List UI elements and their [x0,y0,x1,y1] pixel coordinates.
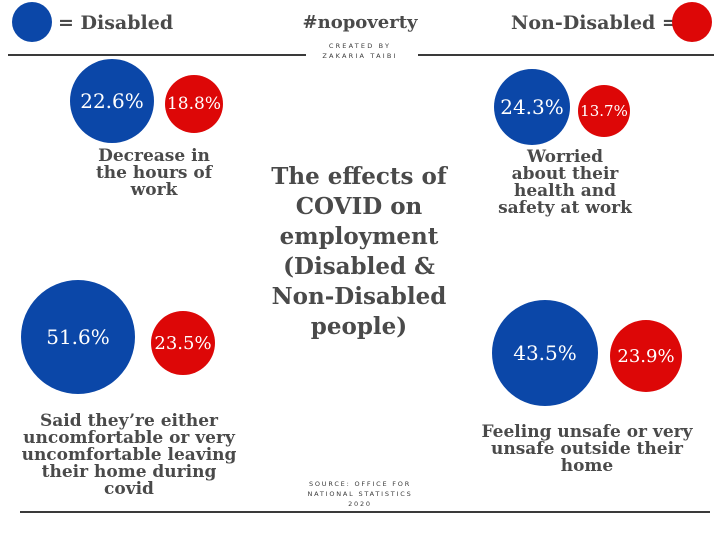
disabled-bubble: 43.5% [492,300,598,406]
caption-line: Feeling unsafe or very [481,422,693,442]
title-line: Non-Disabled [271,283,447,310]
caption-line: their home during [41,462,217,482]
bubble-caption: Feeling unsafe or very unsafe outside the… [437,424,720,475]
non-disabled-legend-label: Non-Disabled = [511,12,678,34]
caption-line: Decrease in [98,146,210,166]
caption-line: home [560,456,614,476]
source-line: SOURCE: OFFICE FOR [308,480,412,488]
non-disabled-bubble: 18.8% [165,75,223,133]
title-line: COVID on [295,193,423,220]
disabled-bubble: 51.6% [21,280,135,394]
bubble-caption: Said they’re either uncomfortable or very… [0,413,279,498]
hashtag: #nopoverty [302,12,418,33]
non-disabled-bubble: 23.9% [610,320,682,392]
top-rule-right [418,54,714,56]
title-line: people) [310,313,408,340]
disabled-legend-label: = Disabled [58,12,174,34]
bubble-caption: Worried about their health and safety at wo… [415,149,715,217]
bubble-caption: Decrease in the hours of work [4,148,304,199]
disabled-bubble: 22.6% [70,59,154,143]
credit: CREATED BY ZAKARIA TAIBI [260,41,460,61]
source-line: NATIONAL STATISTICS [307,490,413,498]
caption-line: uncomfortable leaving [21,445,237,465]
disabled-bubble: 24.3% [494,69,570,145]
bottom-rule [20,511,710,513]
caption-line: covid [104,479,154,499]
caption-line: Said they’re either [40,411,218,431]
non-disabled-bubble: 13.7% [578,85,630,137]
caption-line: the hours of [95,163,213,183]
caption-line: about their [511,164,619,184]
chart-title: The effects of COVID on employment (Disa… [254,162,464,342]
credit-line: ZAKARIA TAIBI [322,52,398,60]
caption-line: work [130,180,178,200]
caption-line: safety at work [498,198,632,218]
source-line: 2020 [348,500,372,508]
source-note: SOURCE: OFFICE FOR NATIONAL STATISTICS 2… [270,479,450,509]
top-rule-left [8,54,306,56]
title-line: employment [279,223,439,250]
caption-line: uncomfortable or very [23,428,235,448]
title-line: The effects of [271,163,447,190]
caption-line: Worried [526,147,604,167]
non-disabled-legend-dot [672,2,712,42]
non-disabled-bubble: 23.5% [151,311,215,375]
caption-line: health and [513,181,617,201]
title-line: (Disabled & [283,253,435,280]
caption-line: unsafe outside their [491,439,683,459]
credit-line: CREATED BY [328,42,392,50]
disabled-legend-dot [12,2,52,42]
